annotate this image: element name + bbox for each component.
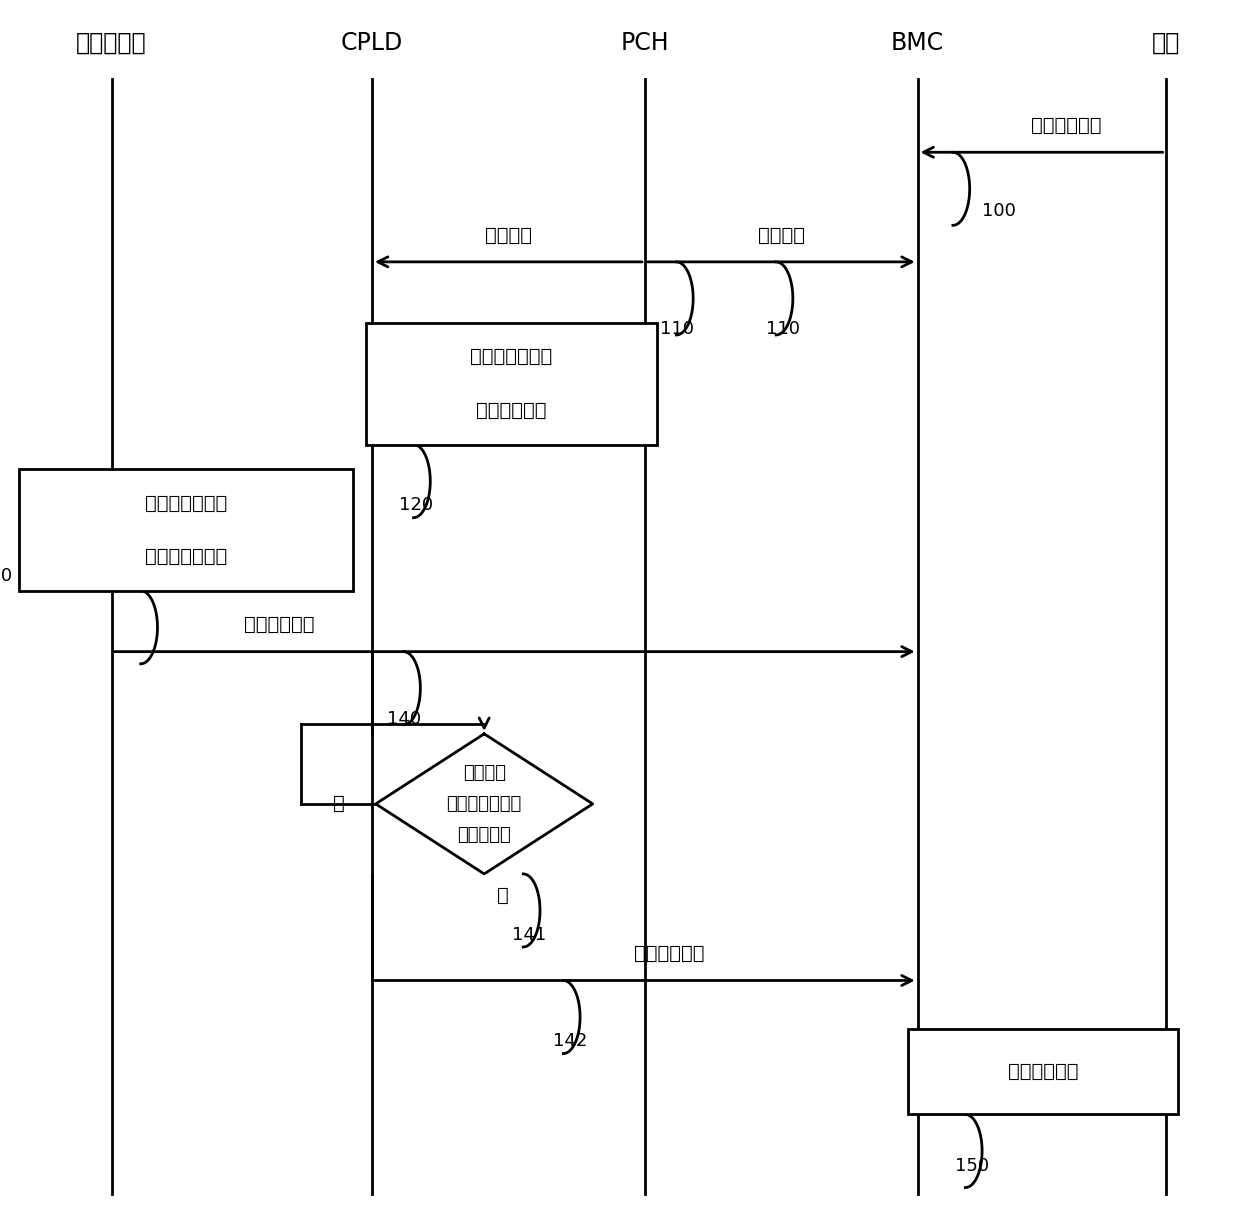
Text: 140: 140 [387,710,422,727]
Text: 成上电状态信号: 成上电状态信号 [145,547,227,566]
Text: 142: 142 [553,1033,588,1050]
Bar [908,1029,1178,1114]
Bar [19,469,353,591]
Text: 电源转换器: 电源转换器 [77,30,146,55]
Text: 否: 否 [334,794,345,814]
Text: 上电状态信号: 上电状态信号 [244,615,314,635]
Text: 状态信号判断上: 状态信号判断上 [446,795,522,812]
Text: 上电请求: 上电请求 [485,225,532,245]
Text: 根据上电时序生: 根据上电时序生 [145,493,227,513]
Text: 根据上电: 根据上电 [463,764,506,782]
Text: 120: 120 [399,497,434,514]
Text: 100: 100 [982,202,1016,219]
Text: 启动上电时序: 启动上电时序 [476,401,547,420]
Text: 电源: 电源 [1152,30,1179,55]
Text: 141: 141 [511,926,546,944]
Text: 150: 150 [955,1157,990,1174]
Text: 上电完毕信号: 上电完毕信号 [635,944,704,963]
Text: 输出监测信号: 输出监测信号 [1008,1062,1078,1082]
Bar [366,323,657,445]
Text: PCH: PCH [620,30,670,55]
Text: CPLD: CPLD [341,30,403,55]
Text: 启动完毕信号: 启动完毕信号 [1032,116,1101,135]
Text: 是: 是 [496,887,508,905]
Text: 110: 110 [765,320,800,337]
Text: 130: 130 [0,568,12,585]
Text: 上电请求: 上电请求 [758,225,805,245]
Text: BMC: BMC [892,30,944,55]
Text: 控制电源转换器: 控制电源转换器 [470,347,553,367]
Text: 电是否完毕: 电是否完毕 [458,826,511,844]
Text: 110: 110 [660,320,693,337]
